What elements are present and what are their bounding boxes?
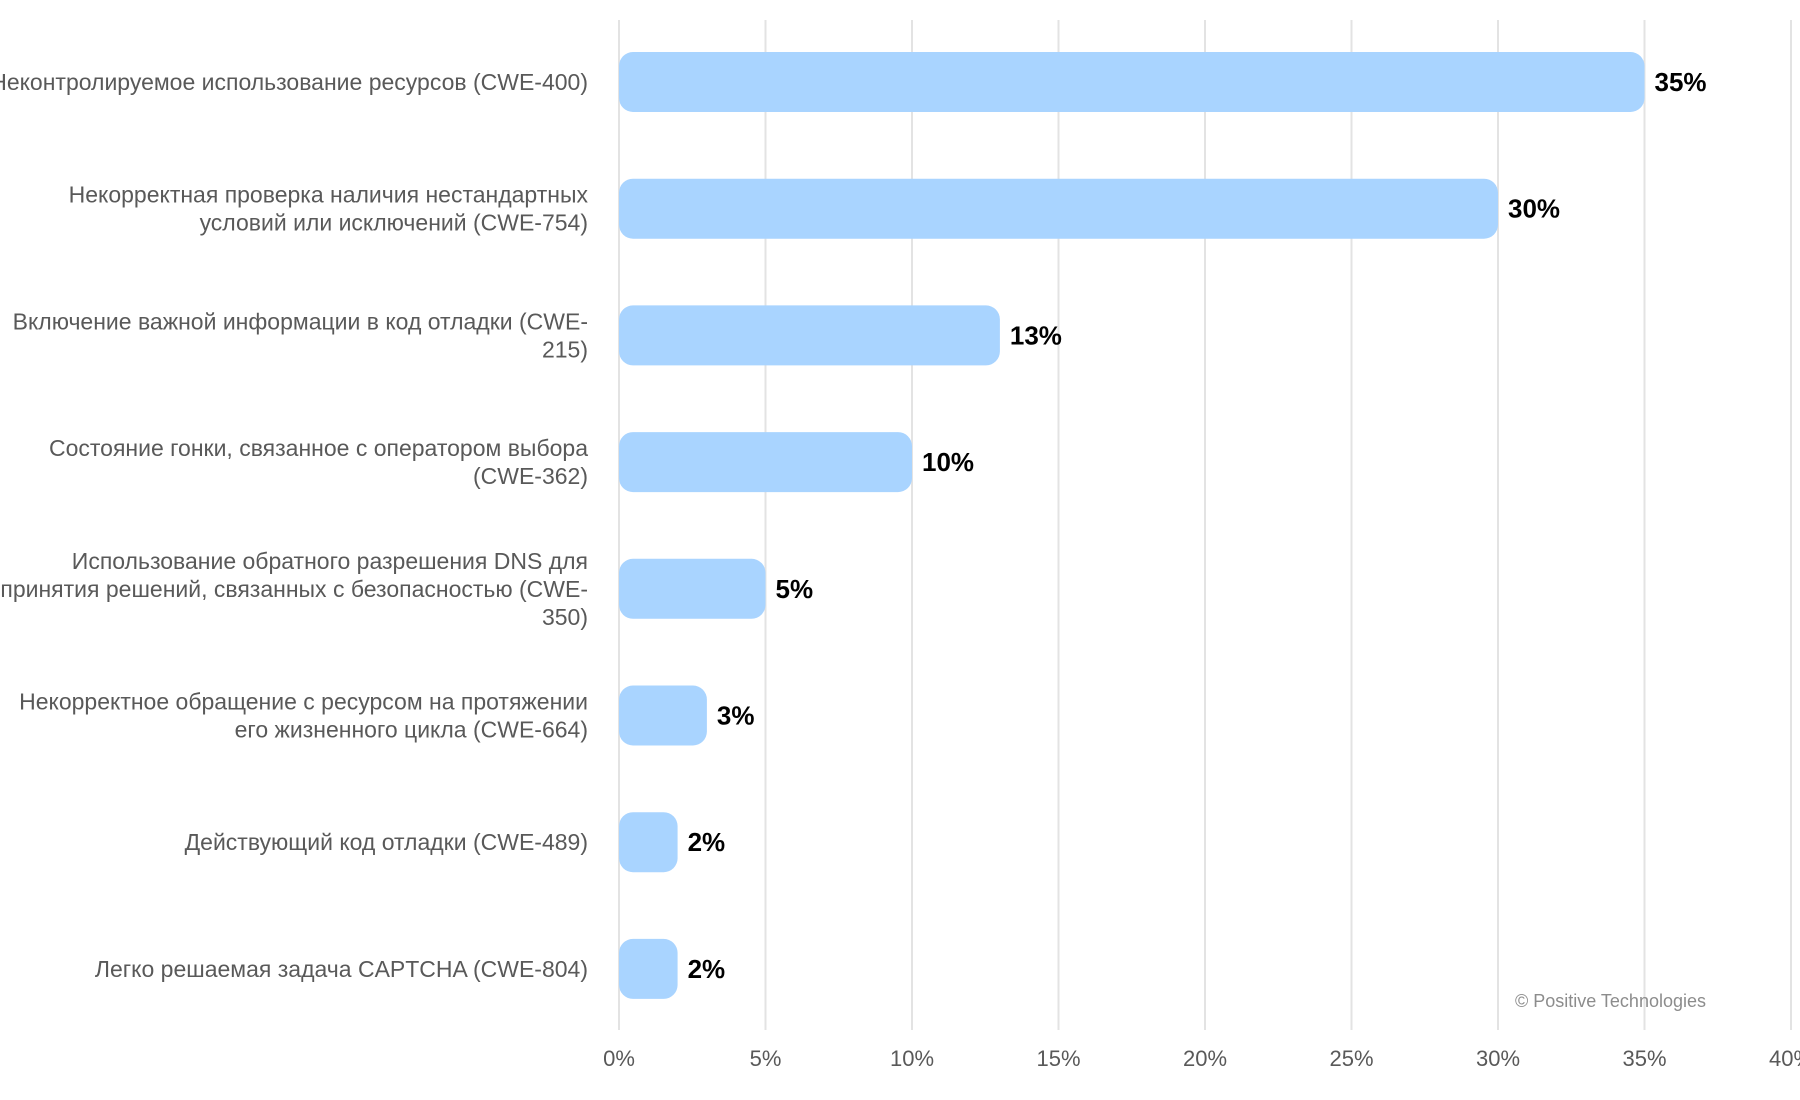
category-label-line: 215)	[542, 336, 588, 362]
category-label: Некорректное обращение с ресурсом на про…	[19, 689, 588, 743]
category-label-line: 350)	[542, 604, 588, 630]
x-tick-label: 25%	[1329, 1046, 1373, 1071]
bar	[619, 685, 707, 746]
bar-value-label: 10%	[922, 447, 974, 477]
value-labels: 35% 30% 13% 10% 5% 3% 2% 2%	[688, 67, 1707, 984]
category-label-line: Легко решаемая задача CAPTCHA (CWE-804)	[95, 956, 588, 982]
bar	[619, 52, 1645, 112]
bar-value-label: 13%	[1010, 320, 1062, 350]
bar	[619, 812, 678, 873]
bars	[619, 52, 1645, 999]
category-label-line: условий или исключений (CWE-754)	[200, 210, 588, 236]
bar-value-label: 2%	[688, 954, 726, 984]
category-label: Действующий код отладки (CWE-489)	[185, 829, 588, 855]
bar-value-label: 35%	[1655, 67, 1707, 97]
bar	[619, 432, 912, 493]
grid-lines	[618, 20, 1792, 1030]
copyright-notice: © Positive Technologies	[1515, 991, 1706, 1011]
bar	[619, 938, 678, 999]
category-label: Использование обратного разрешения DNS д…	[0, 548, 588, 630]
x-tick-label: 5%	[750, 1046, 782, 1071]
category-label-line: Действующий код отладки (CWE-489)	[185, 829, 588, 855]
category-label-line: Неконтролируемое использование ресурсов …	[0, 69, 588, 95]
category-label-line: Некорректное обращение с ресурсом на про…	[19, 689, 588, 715]
category-label: Состояние гонки, связанное с оператором …	[49, 435, 588, 489]
x-tick-label: 10%	[890, 1046, 934, 1071]
category-label: Неконтролируемое использование ресурсов …	[0, 69, 588, 95]
category-label: Некорректная проверка наличия нестандарт…	[69, 182, 589, 236]
x-tick-label: 20%	[1183, 1046, 1227, 1071]
bar-value-label: 3%	[717, 701, 755, 731]
x-tick-label: 35%	[1622, 1046, 1666, 1071]
category-label: Включение важной информации в код отладк…	[13, 308, 588, 362]
bar-value-label: 30%	[1508, 194, 1560, 224]
x-tick-label: 15%	[1036, 1046, 1080, 1071]
category-labels: Неконтролируемое использование ресурсов …	[0, 69, 588, 982]
category-label: Легко решаемая задача CAPTCHA (CWE-804)	[95, 956, 588, 982]
category-label-line: Использование обратного разрешения DNS д…	[72, 548, 588, 574]
x-tick-label: 40%	[1769, 1046, 1800, 1071]
bar	[619, 558, 766, 619]
category-label-line: его жизненного цикла (CWE-664)	[235, 717, 588, 743]
x-tick-label: 0%	[603, 1046, 635, 1071]
bar-value-label: 2%	[688, 827, 726, 857]
category-label-line: Состояние гонки, связанное с оператором …	[49, 435, 588, 461]
bar-value-label: 5%	[776, 574, 814, 604]
category-label-line: принятия решений, связанных с безопаснос…	[0, 576, 588, 602]
category-label-line: Некорректная проверка наличия нестандарт…	[69, 182, 589, 208]
bar	[619, 305, 1000, 366]
x-tick-label: 30%	[1476, 1046, 1520, 1071]
bar	[619, 178, 1498, 239]
category-label-line: Включение важной информации в код отладк…	[13, 308, 588, 334]
x-axis-tick-labels: 0% 5% 10% 15% 20% 25% 30% 35% 40%	[603, 1046, 1800, 1071]
category-label-line: (CWE-362)	[473, 463, 588, 489]
